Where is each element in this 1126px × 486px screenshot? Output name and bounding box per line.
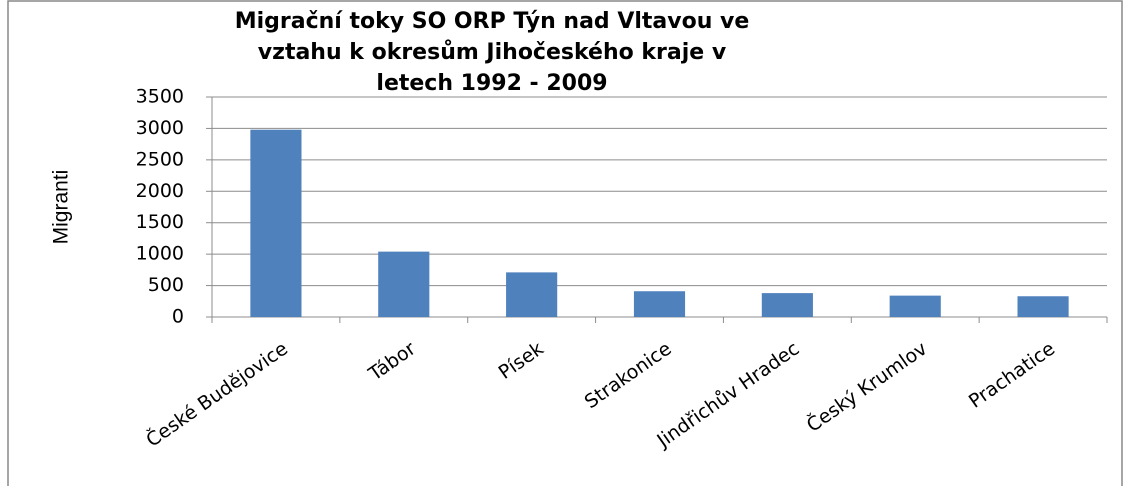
y-tick-label: 500 — [148, 274, 184, 296]
bar — [1017, 296, 1069, 317]
bar — [506, 272, 558, 317]
chart-title: letech 1992 - 2009 — [376, 71, 607, 96]
bar — [761, 293, 813, 317]
y-tick-label: 3500 — [136, 86, 184, 108]
y-tick-label: 2000 — [136, 180, 184, 202]
y-axis-label: Migranti — [50, 170, 73, 245]
bar — [889, 295, 941, 317]
chart-title: vztahu k okresům Jihočeského kraje v — [258, 40, 727, 65]
chart-frame — [7, 0, 1123, 486]
chart-title: Migrační toky SO ORP Týn nad Vltavou ve — [235, 9, 750, 34]
y-tick-label: 2500 — [136, 148, 184, 170]
y-tick-label: 0 — [172, 306, 184, 328]
bar — [250, 129, 302, 317]
y-tick-label: 3000 — [136, 117, 184, 139]
bar — [633, 291, 686, 317]
y-tick-label: 1000 — [136, 243, 184, 265]
y-tick-label: 1500 — [136, 211, 184, 233]
bar — [378, 251, 430, 317]
